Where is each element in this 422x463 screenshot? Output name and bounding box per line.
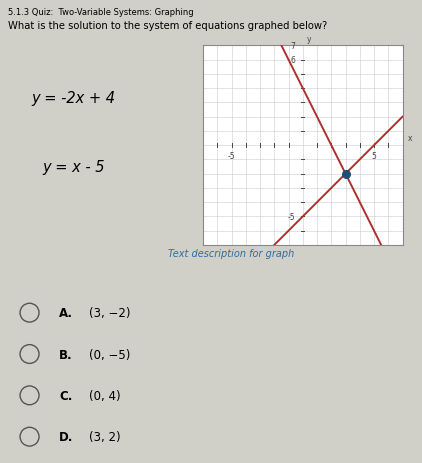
Text: y = x - 5: y = x - 5 bbox=[42, 159, 105, 174]
Text: (3, −2): (3, −2) bbox=[89, 307, 130, 319]
Text: (3, 2): (3, 2) bbox=[89, 430, 120, 443]
Text: x: x bbox=[407, 134, 412, 143]
Text: (0, 4): (0, 4) bbox=[89, 389, 120, 402]
Text: 6: 6 bbox=[291, 56, 296, 65]
Text: B.: B. bbox=[59, 348, 73, 361]
Text: 5: 5 bbox=[372, 152, 376, 161]
Text: 7: 7 bbox=[291, 42, 296, 51]
Text: y = -2x + 4: y = -2x + 4 bbox=[31, 91, 116, 106]
Text: Text description for graph: Text description for graph bbox=[168, 249, 294, 258]
Text: -5: -5 bbox=[228, 152, 235, 161]
Text: C.: C. bbox=[59, 389, 73, 402]
Text: What is the solution to the system of equations graphed below?: What is the solution to the system of eq… bbox=[8, 21, 328, 31]
Text: y: y bbox=[307, 35, 311, 44]
Text: 5.1.3 Quiz:  Two-Variable Systems: Graphing: 5.1.3 Quiz: Two-Variable Systems: Graphi… bbox=[8, 8, 194, 17]
Text: -5: -5 bbox=[288, 213, 296, 221]
Text: A.: A. bbox=[59, 307, 73, 319]
Text: D.: D. bbox=[59, 430, 73, 443]
Text: (0, −5): (0, −5) bbox=[89, 348, 130, 361]
